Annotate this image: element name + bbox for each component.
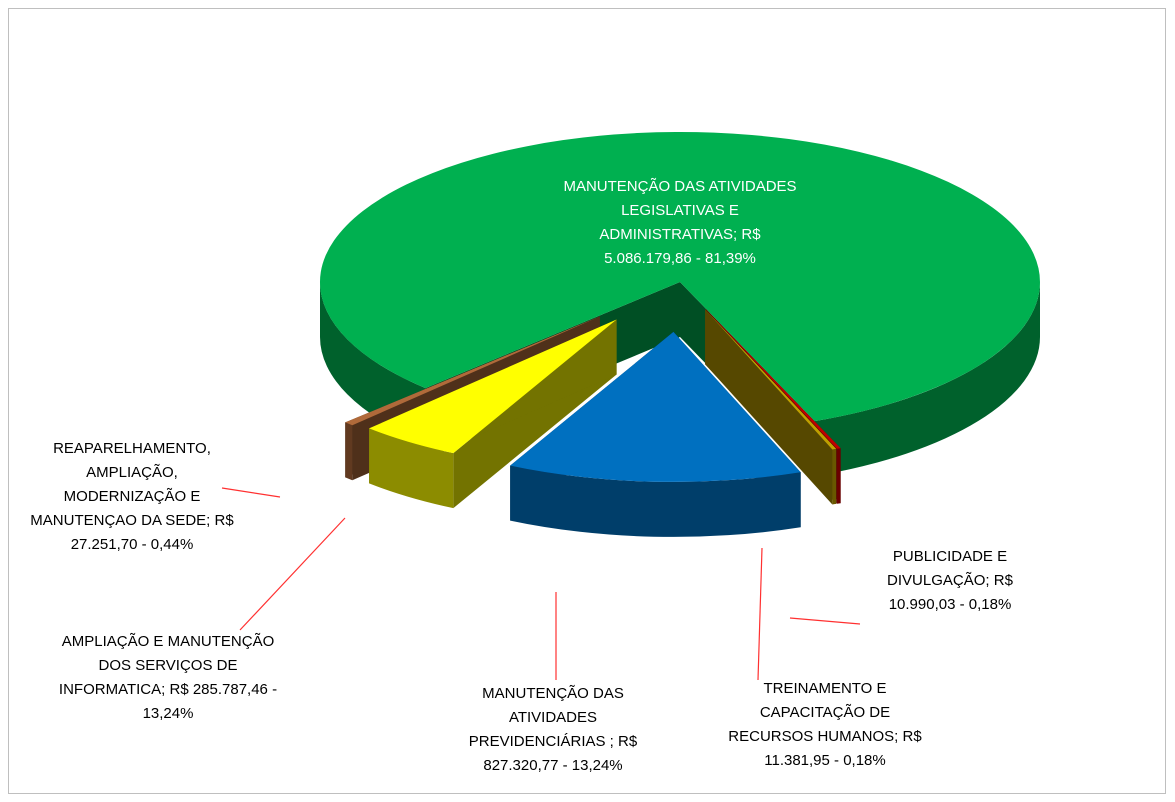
slice-side <box>369 428 454 509</box>
slice-side <box>836 448 841 504</box>
data-label: PUBLICIDADE E DIVULGAÇÃO; R$ 10.990,03 -… <box>855 545 1045 617</box>
value-label: R$ 27.251,70 - 0,44% <box>70 512 234 553</box>
category-label: MANUTENÇÃO DAS ATIVIDADES PREVIDENCIÁRIA… <box>468 685 624 750</box>
data-label: TREINAMENTO E CAPACITAÇÃO DE RECURSOS HU… <box>723 677 928 773</box>
slice-side <box>345 422 353 481</box>
slice-top <box>510 331 801 482</box>
slice-top <box>705 309 841 449</box>
category-label: PUBLICIDADE E DIVULGAÇÃO; <box>887 548 1008 589</box>
leader-line <box>789 617 861 625</box>
slice-wall <box>705 309 833 505</box>
category-label: REAPARELHAMENTO, AMPLIAÇÃO, MODERNIZAÇÃO… <box>30 440 211 529</box>
slice-side <box>832 448 837 505</box>
value-label: R$ 285.787,46 - 13,24% <box>142 681 278 722</box>
value-label: R$ 11.381,95 - 0,18% <box>764 728 922 769</box>
data-label: AMPLIAÇÃO E MANUTENÇÃO DOS SERVIÇOS DE I… <box>51 630 286 726</box>
data-label: MANUTENÇÃO DAS ATIVIDADES PREVIDENCIÁRIA… <box>451 682 656 778</box>
slice-side <box>814 282 1040 477</box>
data-label: REAPARELHAMENTO, AMPLIAÇÃO, MODERNIZAÇÃO… <box>25 437 240 557</box>
category-label: AMPLIAÇÃO E MANUTENÇÃO DOS SERVIÇOS DE I… <box>58 633 275 698</box>
slice-side <box>510 465 801 537</box>
value-label: R$ 5.086.179,86 - 81,39% <box>604 226 761 267</box>
leader-line <box>221 487 281 498</box>
leader-line <box>757 547 763 681</box>
category-label: MANUTENÇÃO DAS ATIVIDADES LEGISLATIVAS E… <box>563 178 797 243</box>
pie <box>319 131 1040 537</box>
slice-top <box>705 309 837 450</box>
category-label: TREINAMENTO E CAPACITAÇÃO DE RECURSOS HU… <box>728 680 899 745</box>
value-label: R$ 827.320,77 - 13,24% <box>483 733 638 774</box>
slice-top <box>319 131 1040 422</box>
value-label: R$ 10.990,03 - 0,18% <box>888 572 1013 613</box>
data-label: MANUTENÇÃO DAS ATIVIDADES LEGISLATIVAS E… <box>555 175 805 271</box>
leader-lines <box>221 487 861 681</box>
leader-line <box>239 517 346 631</box>
chart-frame <box>8 8 1166 794</box>
slice-top <box>369 319 617 454</box>
slice-top <box>345 316 600 426</box>
